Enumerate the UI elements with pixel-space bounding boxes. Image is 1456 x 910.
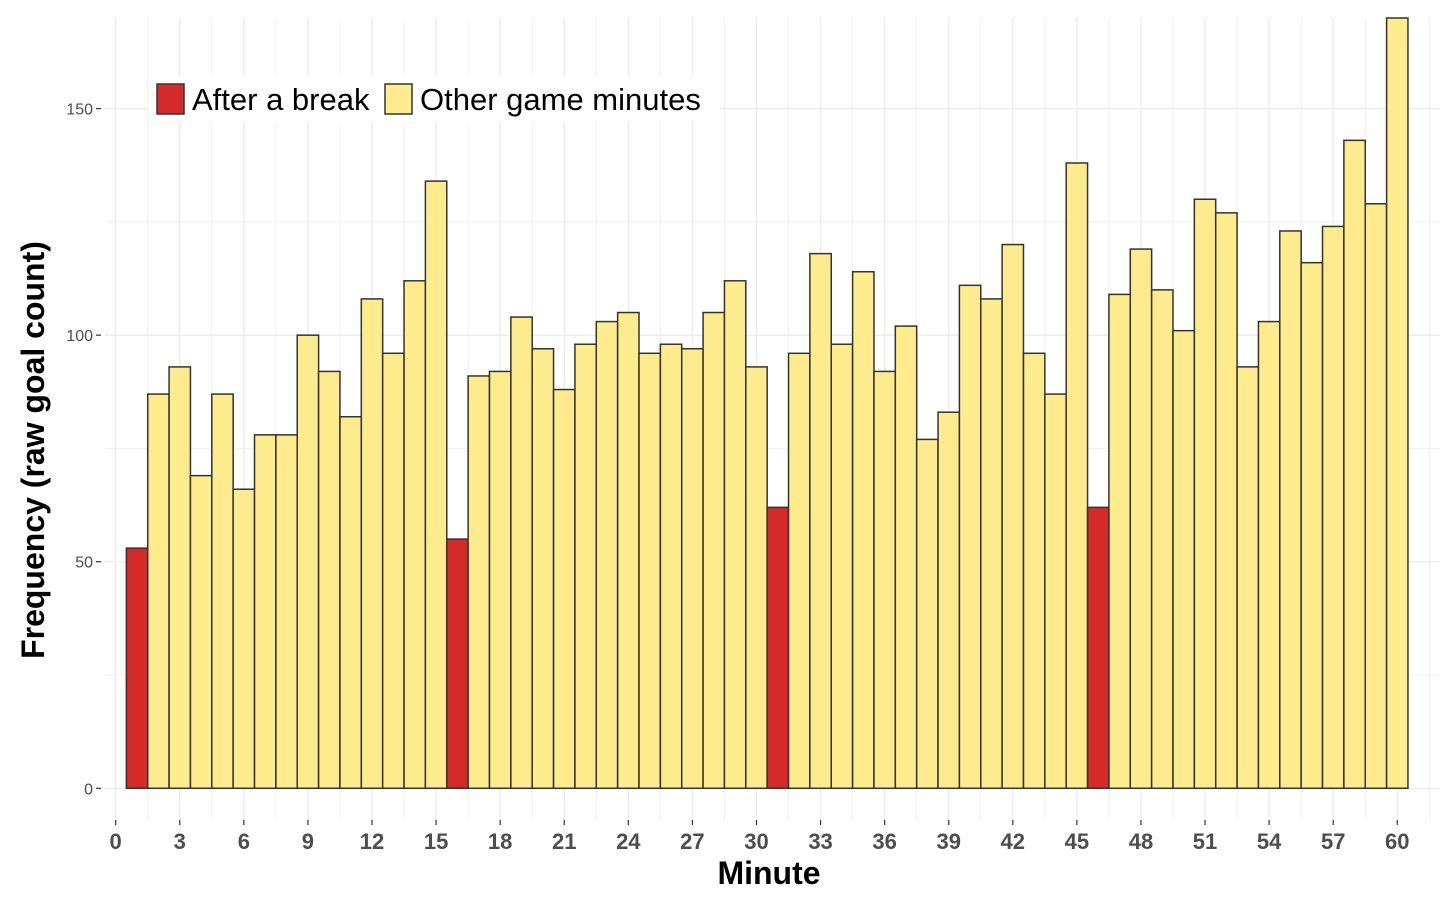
bar-minute-25 <box>638 352 662 790</box>
x-axis-title: Minute <box>717 855 820 891</box>
bar-minute-30 <box>745 366 768 790</box>
bar-minute-40 <box>958 284 982 790</box>
bar-minute-26 <box>659 343 683 790</box>
bars <box>125 17 1409 790</box>
bar-minute-3 <box>168 366 192 790</box>
bar-minute-29 <box>723 280 747 790</box>
bar-minute-46 <box>1086 506 1110 790</box>
y-tick-label: 100 <box>66 328 93 345</box>
bar-minute-20 <box>531 348 555 790</box>
bar-minute-47 <box>1108 293 1132 790</box>
bar-minute-55 <box>1279 230 1302 790</box>
x-tick-label: 42 <box>1001 829 1025 854</box>
bar-minute-17 <box>467 375 491 790</box>
bar-minute-57 <box>1321 225 1345 790</box>
bar-minute-9 <box>296 334 320 790</box>
bar-minute-23 <box>595 320 619 790</box>
bar-minute-43 <box>1022 352 1046 790</box>
bar-minute-44 <box>1044 393 1067 790</box>
bar-minute-50 <box>1172 329 1196 790</box>
bar-minute-35 <box>851 270 875 790</box>
bar-minute-4 <box>189 474 213 790</box>
bar-minute-54 <box>1257 320 1281 790</box>
bar-minute-39 <box>937 411 961 790</box>
legend-key-other-game-minutes <box>384 83 413 115</box>
bar-minute-1 <box>125 547 149 790</box>
legend-label-other-game-minutes: Other game minutes <box>420 82 701 117</box>
y-tick-label: 50 <box>75 555 93 572</box>
y-tick-label: 0 <box>84 781 93 798</box>
x-tick-label: 54 <box>1257 829 1282 854</box>
x-tick-label: 33 <box>808 829 832 854</box>
bar-minute-32 <box>787 352 811 790</box>
x-tick-label: 9 <box>302 829 314 854</box>
bar-minute-22 <box>574 343 598 790</box>
bar-minute-31 <box>766 506 790 790</box>
x-tick-label: 48 <box>1129 829 1153 854</box>
x-tick-label: 12 <box>360 829 384 854</box>
x-tick-label: 45 <box>1065 829 1089 854</box>
bar-minute-12 <box>360 298 384 790</box>
y-tick-label: 150 <box>66 102 93 119</box>
x-tick-label: 18 <box>488 829 512 854</box>
bar-minute-13 <box>381 352 405 790</box>
bar-minute-48 <box>1129 248 1153 790</box>
x-axis-ticks: 0 3 6 9 12 15 18 21 24 27 30 33 36 39 42 45 48 51 54 57 60 <box>110 820 1410 854</box>
bar-minute-8 <box>275 434 298 790</box>
bar-minute-42 <box>1001 243 1025 790</box>
bar-minute-10 <box>317 370 341 790</box>
bar-minute-7 <box>253 434 277 790</box>
legend-label-after-break: After a break <box>192 82 370 117</box>
legend-key-after-break <box>156 83 185 115</box>
bar-minute-14 <box>403 280 427 790</box>
x-tick-label: 24 <box>616 829 641 854</box>
bar-minute-49 <box>1150 289 1174 790</box>
bar-minute-5 <box>211 393 234 790</box>
bar-minute-19 <box>510 316 533 790</box>
bar-minute-52 <box>1214 212 1238 790</box>
bar-minute-58 <box>1343 139 1366 790</box>
bar-minute-24 <box>616 311 640 790</box>
bar-minute-11 <box>339 415 363 790</box>
bar-minute-38 <box>915 438 939 790</box>
bar-minute-18 <box>488 370 512 790</box>
x-tick-label: 51 <box>1193 829 1217 854</box>
bar-minute-56 <box>1300 261 1324 790</box>
bar-minute-60 <box>1385 17 1409 790</box>
bar-minute-34 <box>830 343 854 790</box>
bar-minute-27 <box>680 348 704 790</box>
x-tick-label: 30 <box>744 829 768 854</box>
bar-minute-28 <box>702 311 726 790</box>
bar-minute-51 <box>1193 198 1217 790</box>
legend-background <box>148 76 720 122</box>
bar-minute-53 <box>1236 366 1260 790</box>
x-tick-label: 6 <box>238 829 250 854</box>
x-tick-label: 21 <box>552 829 576 854</box>
bar-minute-15 <box>424 180 448 790</box>
bar-minute-6 <box>232 488 256 790</box>
y-axis-title: Frequency (raw goal count) <box>15 241 51 659</box>
bar-minute-2 <box>146 393 170 790</box>
bar-minute-21 <box>552 388 576 790</box>
y-axis-ticks: 0 50 100 150 <box>66 102 101 798</box>
x-tick-label: 3 <box>174 829 186 854</box>
x-tick-label: 57 <box>1321 829 1345 854</box>
bar-minute-16 <box>446 538 469 790</box>
x-tick-label: 60 <box>1385 829 1409 854</box>
bar-minute-45 <box>1065 162 1089 790</box>
bar-minute-59 <box>1364 203 1388 790</box>
bar-minute-33 <box>809 252 832 790</box>
x-tick-label: 36 <box>872 829 896 854</box>
x-tick-label: 39 <box>936 829 960 854</box>
bar-minute-37 <box>894 325 918 790</box>
x-tick-label: 0 <box>110 829 122 854</box>
legend: After a break Other game minutes <box>148 76 720 122</box>
bar-minute-36 <box>873 370 897 790</box>
x-tick-label: 15 <box>424 829 448 854</box>
bar-minute-41 <box>980 298 1003 790</box>
x-tick-label: 27 <box>680 829 704 854</box>
